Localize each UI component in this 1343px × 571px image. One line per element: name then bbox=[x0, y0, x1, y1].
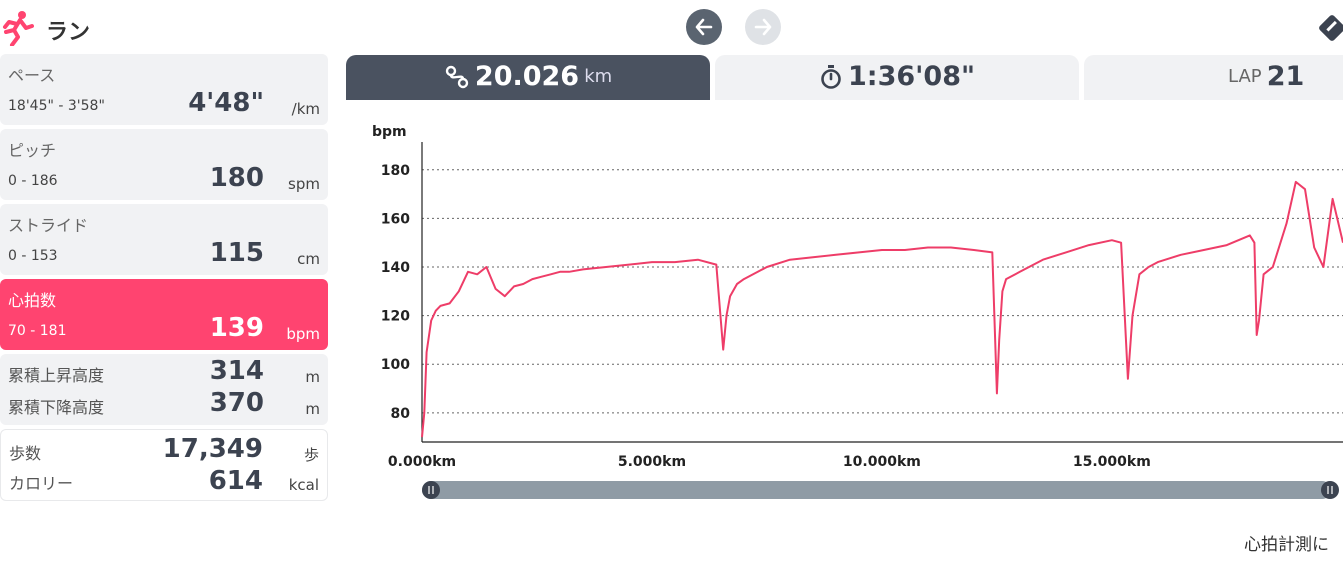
elevation-up-label: 累積上昇高度 bbox=[8, 366, 105, 385]
elevation-down-label: 累積下降高度 bbox=[8, 398, 105, 417]
footer-note: 心拍計測に bbox=[1244, 535, 1329, 555]
calorie-label: カロリー bbox=[9, 474, 74, 493]
lap-value: 21 bbox=[1266, 61, 1305, 92]
y-tick-label: 140 bbox=[381, 260, 410, 276]
stride-label: ストライド bbox=[8, 216, 89, 235]
stride-unit: cm bbox=[297, 250, 320, 268]
arrow-right-icon bbox=[754, 18, 772, 36]
settings-icon[interactable] bbox=[1316, 12, 1343, 42]
summary-tabs: 20.026 km 1:36'08" LAP 21 bbox=[346, 55, 1343, 100]
runner-icon bbox=[3, 11, 34, 46]
prev-button[interactable] bbox=[686, 9, 722, 45]
slider-track[interactable] bbox=[422, 481, 1331, 499]
pace-range: 18'45" - 3'58" bbox=[8, 98, 105, 114]
pace-value: 4'48" bbox=[188, 88, 264, 118]
heart-rate-card[interactable]: 心拍数 70 - 181 139 bpm bbox=[0, 279, 328, 350]
pace-card[interactable]: ペース 18'45" - 3'58" 4'48" /km bbox=[0, 54, 328, 125]
tab-lap[interactable]: LAP 21 bbox=[1084, 55, 1343, 100]
x-tick-label: 10.000km bbox=[843, 454, 921, 470]
pitch-label: ピッチ bbox=[8, 141, 57, 160]
heart-rate-unit: bpm bbox=[286, 325, 320, 343]
y-axis-label: bpm bbox=[372, 124, 407, 140]
steps-value: 17,349 bbox=[162, 434, 263, 464]
distance-unit: km bbox=[584, 66, 613, 87]
distance-value: 20.026 bbox=[474, 61, 580, 92]
y-tick-label: 180 bbox=[381, 163, 410, 179]
stride-value: 115 bbox=[209, 238, 264, 268]
y-tick-label: 160 bbox=[381, 211, 410, 227]
heart-rate-range: 70 - 181 bbox=[8, 323, 67, 339]
arrow-left-icon bbox=[695, 18, 713, 36]
elevation-card: 累積上昇高度 314 m 累積下降高度 370 m bbox=[0, 354, 328, 425]
tab-distance[interactable]: 20.026 km bbox=[346, 55, 710, 100]
calorie-unit: kcal bbox=[288, 476, 319, 494]
heart-rate-value: 139 bbox=[209, 313, 264, 343]
y-tick-label: 120 bbox=[381, 309, 410, 325]
header: ラン bbox=[0, 0, 1343, 52]
elevation-up-unit: m bbox=[305, 368, 320, 386]
lap-label: LAP bbox=[1228, 66, 1262, 87]
elevation-up-value: 314 bbox=[209, 356, 264, 386]
calorie-value: 614 bbox=[208, 466, 263, 496]
heart-rate-line bbox=[421, 180, 1343, 438]
x-tick-label: 0.000km bbox=[388, 454, 456, 470]
pitch-card[interactable]: ピッチ 0 - 186 180 spm bbox=[0, 129, 328, 200]
page-title: ラン bbox=[46, 20, 91, 45]
x-tick-label: 15.000km bbox=[1073, 454, 1151, 470]
y-tick-label: 80 bbox=[391, 406, 411, 422]
time-value: 1:36'08" bbox=[848, 61, 976, 92]
stopwatch-icon bbox=[821, 64, 841, 89]
heart-rate-label: 心拍数 bbox=[8, 291, 57, 310]
slider-handle-end[interactable] bbox=[1321, 481, 1339, 499]
range-slider[interactable] bbox=[422, 481, 1339, 499]
sidebar: ペース 18'45" - 3'58" 4'48" /km ピッチ 0 - 186… bbox=[0, 54, 328, 501]
pitch-value: 180 bbox=[209, 163, 264, 193]
tab-time[interactable]: 1:36'08" bbox=[715, 55, 1079, 100]
x-tick-label: 5.000km bbox=[618, 454, 686, 470]
stride-range: 0 - 153 bbox=[8, 248, 58, 264]
y-tick-label: 100 bbox=[381, 357, 410, 373]
slider-handle-start[interactable] bbox=[422, 481, 440, 499]
steps-unit: 歩 bbox=[303, 446, 319, 464]
stride-card[interactable]: ストライド 0 - 153 115 cm bbox=[0, 204, 328, 275]
heart-rate-chart: bpm 80 100 120 140 160 180 0.000km 5.000km 10.0… bbox=[372, 124, 1343, 499]
pace-label: ペース bbox=[8, 66, 56, 85]
pitch-unit: spm bbox=[288, 175, 320, 193]
steps-label: 歩数 bbox=[9, 444, 42, 463]
elevation-down-unit: m bbox=[305, 400, 320, 418]
route-icon bbox=[445, 65, 469, 88]
pace-unit: /km bbox=[291, 100, 320, 118]
elevation-down-value: 370 bbox=[209, 388, 264, 418]
pitch-range: 0 - 186 bbox=[8, 173, 58, 189]
steps-card: 歩数 17,349 歩 カロリー 614 kcal bbox=[0, 429, 328, 501]
next-button[interactable] bbox=[745, 9, 781, 45]
